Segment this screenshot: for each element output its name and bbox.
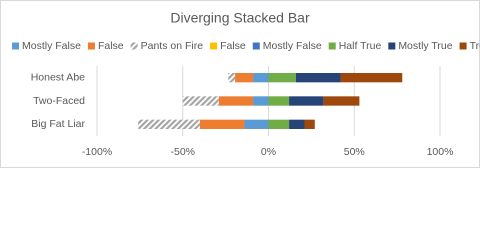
legend-swatch bbox=[210, 42, 218, 50]
legend-label: Pants on Fire bbox=[141, 40, 204, 52]
bar-segment bbox=[235, 73, 254, 83]
bar-segment bbox=[199, 119, 245, 129]
legend-swatch bbox=[459, 42, 467, 50]
legend-label: Half True bbox=[339, 40, 382, 52]
legend-swatch bbox=[328, 42, 336, 50]
bar-segment bbox=[228, 73, 236, 83]
chart-border bbox=[0, 0, 480, 168]
legend-label: True bbox=[470, 40, 480, 52]
bar-segment bbox=[218, 96, 254, 106]
x-tick-label: 100% bbox=[427, 146, 454, 158]
bar-segment bbox=[253, 73, 269, 83]
bar-segment bbox=[253, 96, 269, 106]
bar-segment bbox=[340, 73, 403, 83]
legend-label: False bbox=[220, 40, 246, 52]
bar-segment bbox=[268, 96, 290, 106]
chart: Diverging Stacked Bar -100% -50% 0% 50% 100%… bbox=[0, 0, 480, 168]
y-tick-label: Honest Abe bbox=[31, 71, 85, 83]
legend-swatch bbox=[12, 42, 19, 50]
x-tick-label: 0% bbox=[261, 146, 276, 158]
y-tick-label: Two-Faced bbox=[33, 95, 85, 107]
legend-swatch bbox=[87, 42, 95, 50]
legend-swatch bbox=[130, 42, 138, 50]
x-tick-label: -100% bbox=[82, 146, 112, 158]
bar-segment bbox=[295, 73, 341, 83]
legend-label: False bbox=[98, 40, 124, 52]
legend-label: Mostly False bbox=[263, 40, 322, 52]
bar-segment bbox=[138, 119, 200, 129]
legend-swatch bbox=[388, 42, 396, 50]
legend-label: Mostly False bbox=[22, 40, 81, 52]
x-tick-label: 50% bbox=[344, 146, 365, 158]
y-tick-label: Big Fat Liar bbox=[31, 118, 85, 130]
bar-segment bbox=[268, 73, 296, 83]
bar-segment bbox=[323, 96, 360, 106]
bar-segment bbox=[182, 96, 219, 106]
chart-title: Diverging Stacked Bar bbox=[170, 10, 310, 26]
x-tick-label: -50% bbox=[170, 146, 195, 158]
legend-swatch bbox=[252, 42, 260, 50]
legend-label: Mostly True bbox=[398, 40, 452, 52]
bar-segment bbox=[304, 119, 315, 129]
bar-segment bbox=[289, 119, 305, 129]
bar-segment bbox=[244, 119, 269, 129]
bar-segment bbox=[289, 96, 324, 106]
bar-segment bbox=[268, 119, 290, 129]
